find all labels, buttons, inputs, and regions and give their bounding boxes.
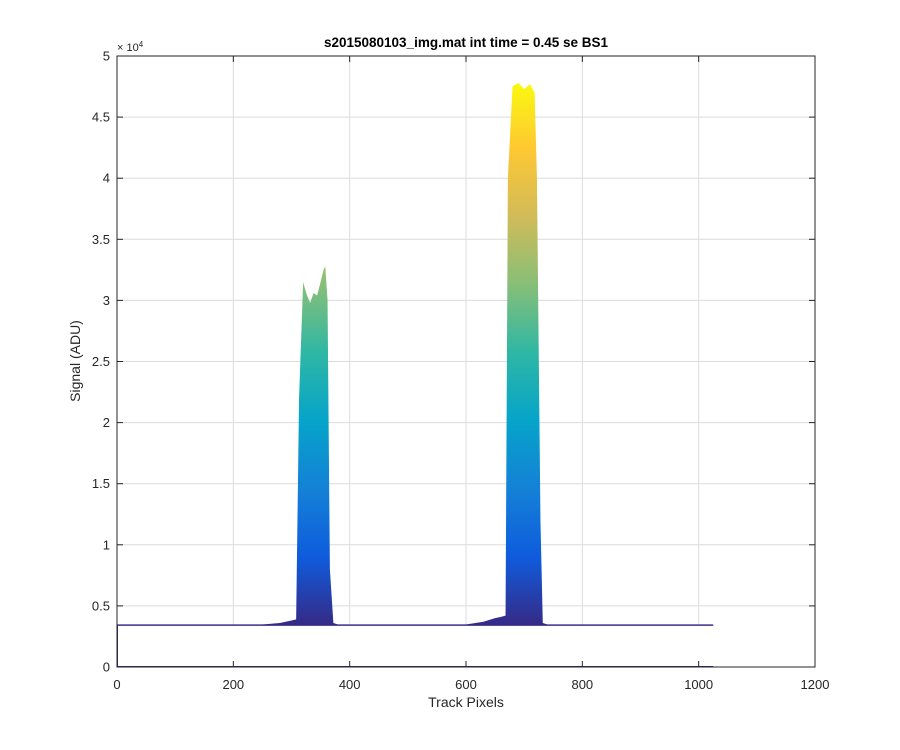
y-tick-label: 4 [103, 171, 110, 186]
x-tick-label: 200 [222, 677, 244, 692]
x-tick-labels: 0 200 400 600 800 1000 1200 [113, 677, 829, 692]
ticks [116, 55, 816, 668]
chart-title: s2015080103_img.mat int time = 0.45 se B… [324, 35, 609, 50]
y-tick-label: 0.5 [92, 598, 110, 613]
y-tick-label: 1.5 [92, 476, 110, 491]
y-exponent-label: × 104 [117, 40, 144, 54]
y-tick-label: 5 [103, 49, 110, 64]
x-tick-label: 400 [339, 677, 361, 692]
x-tick-label: 600 [455, 677, 477, 692]
y-tick-label: 4.5 [92, 110, 110, 125]
y-tick-label: 3 [103, 293, 110, 308]
y-tick-labels: 0 0.5 1 1.5 2 2.5 3 3.5 4 4.5 5 [92, 49, 110, 675]
x-tick-label: 0 [113, 677, 120, 692]
y-tick-label: 3.5 [92, 232, 110, 247]
y-tick-label: 0 [103, 660, 110, 675]
x-tick-label: 1000 [684, 677, 713, 692]
baseline-clear [118, 625, 814, 666]
series-layer [117, 82, 814, 667]
x-tick-label: 1200 [801, 677, 830, 692]
y-axis-label: Signal (ADU) [67, 320, 83, 402]
y-tick-label: 2 [103, 415, 110, 430]
y-tick-label: 1 [103, 537, 110, 552]
x-tick-label: 800 [571, 677, 593, 692]
y-tick-label: 2.5 [92, 354, 110, 369]
x-axis-label: Track Pixels [428, 694, 504, 710]
